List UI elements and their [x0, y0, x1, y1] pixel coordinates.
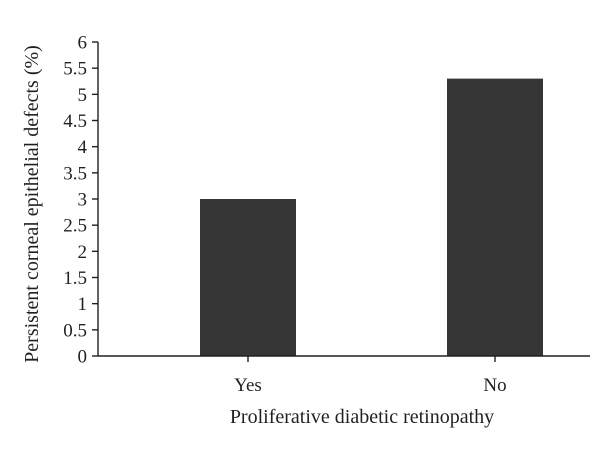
- y-tick-label: 3.5: [63, 163, 87, 184]
- y-tick-label: 4.5: [63, 111, 87, 132]
- y-tick-label: 2.5: [63, 216, 87, 237]
- x-axis-title: Proliferative diabetic retinopathy: [230, 406, 494, 428]
- x-axis-ticks: Yes No: [234, 356, 507, 396]
- y-tick-label: 0: [78, 347, 88, 368]
- y-tick-label: 3: [78, 190, 88, 211]
- bar-yes: [200, 199, 296, 356]
- y-tick-label: 5.5: [63, 59, 87, 80]
- y-axis-ticks: 0 0.5 1 1.5 2 2.5 3 3.5 4 4.5 5 5.5 6: [63, 33, 98, 368]
- y-tick-label: 2: [78, 242, 88, 263]
- y-tick-label: 4: [78, 137, 88, 158]
- y-tick-label: 1: [78, 294, 88, 315]
- x-tick-label: Yes: [234, 375, 262, 396]
- y-tick-label: 6: [78, 33, 88, 54]
- bar-no: [447, 78, 543, 356]
- bars-group: [200, 78, 543, 356]
- y-axis-title: Persistent corneal epithelial defects (%…: [21, 45, 43, 363]
- y-tick-label: 1.5: [63, 268, 87, 289]
- y-tick-label: 5: [78, 85, 88, 106]
- y-tick-label: 0.5: [63, 320, 87, 341]
- x-tick-label: No: [483, 375, 506, 396]
